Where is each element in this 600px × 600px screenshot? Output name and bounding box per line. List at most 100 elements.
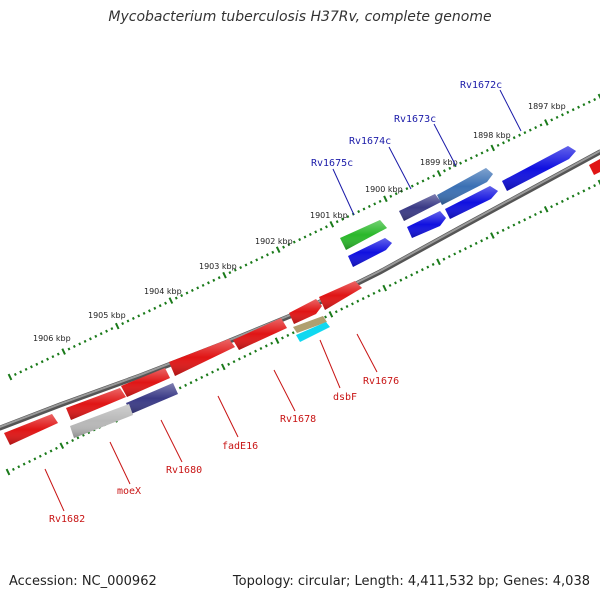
kbp-label: 1902 kbp: [255, 237, 293, 246]
feature-plus-1673c[interactable]: [437, 168, 493, 205]
minor-tick: [351, 302, 354, 306]
minor-tick: [314, 230, 318, 234]
feature-minus-1680[interactable]: [126, 383, 178, 414]
kbp-label: 1897 kbp: [528, 102, 566, 111]
minor-tick: [362, 207, 366, 211]
gene-label-rv1680[interactable]: Rv1680: [166, 465, 202, 476]
feature-plus-1675c[interactable]: [340, 220, 387, 250]
minor-tick: [539, 123, 543, 127]
major-tick: [383, 195, 388, 203]
major-tick: [436, 258, 441, 266]
gene-label-rv1682[interactable]: Rv1682: [49, 514, 85, 525]
minor-tick: [388, 283, 392, 287]
minor-tick: [550, 205, 553, 209]
feature-minus-dsbf-cyan[interactable]: [296, 322, 330, 342]
minor-tick: [447, 255, 451, 259]
major-tick: [328, 311, 334, 318]
minor-tick: [469, 244, 473, 248]
feature-plus-blue-c[interactable]: [348, 238, 392, 267]
leader-line: [319, 339, 341, 389]
minor-tick: [416, 182, 420, 186]
feature-plus-1674c[interactable]: [399, 194, 441, 221]
feature-plus-blue-b[interactable]: [407, 211, 446, 238]
minor-tick: [394, 192, 398, 196]
minor-tick: [496, 231, 500, 235]
feature-minus-1676[interactable]: [319, 281, 362, 310]
minor-tick: [28, 459, 31, 464]
gene-label-rv1675c[interactable]: Rv1675c: [311, 158, 353, 169]
major-tick: [275, 246, 281, 254]
minor-tick: [121, 322, 125, 326]
minor-tick: [71, 438, 75, 443]
minor-tick: [356, 299, 360, 303]
minor-tick: [19, 370, 23, 374]
minor-tick: [442, 257, 446, 261]
minor-tick: [40, 360, 44, 364]
feature-minus-1682[interactable]: [4, 414, 58, 445]
major-tick: [329, 220, 335, 228]
minor-tick: [420, 268, 424, 272]
minor-tick: [528, 128, 532, 132]
major-tick: [543, 205, 549, 213]
minor-tick: [405, 187, 409, 191]
feature-minus-fade16[interactable]: [169, 339, 235, 376]
minor-tick: [89, 337, 92, 341]
minor-tick: [259, 346, 263, 351]
minor-tick: [110, 327, 114, 331]
minor-tick: [78, 342, 82, 346]
minor-tick: [56, 352, 60, 356]
feature-plus-1672c[interactable]: [502, 146, 576, 191]
minor-tick: [260, 255, 264, 259]
minor-tick: [378, 199, 382, 203]
minor-tick: [582, 103, 586, 107]
gene-label-dsbf[interactable]: dsbF: [333, 392, 357, 403]
minor-tick: [426, 265, 430, 269]
gene-label-rv1672c[interactable]: Rv1672c: [460, 80, 502, 91]
minor-tick: [270, 341, 274, 345]
minor-tick: [561, 113, 564, 117]
feature-minus-dsbf-khaki[interactable]: [293, 316, 327, 333]
minor-tick: [539, 210, 543, 214]
minor-tick: [523, 218, 527, 222]
gene-label-rv1676[interactable]: Rv1676: [363, 376, 399, 387]
minor-tick: [35, 362, 39, 366]
minor-tick: [577, 191, 580, 196]
feature-plus-blue-a[interactable]: [445, 186, 498, 219]
gene-label-fade16[interactable]: fadE16: [222, 441, 258, 452]
major-tick: [59, 442, 65, 450]
minor-tick: [142, 311, 146, 315]
minor-tick: [292, 240, 296, 244]
feature-plus-edge[interactable]: [589, 159, 600, 175]
minor-tick: [394, 281, 397, 285]
feature-minus-moex[interactable]: [70, 404, 133, 438]
minor-tick: [72, 344, 76, 348]
minor-tick: [232, 360, 236, 364]
minor-tick: [474, 241, 478, 245]
minor-tick: [227, 362, 231, 366]
gene-label-moex[interactable]: moeX: [117, 486, 141, 497]
minor-tick: [184, 383, 188, 387]
feature-minus-red-small[interactable]: [289, 299, 322, 324]
leader-line: [217, 395, 239, 438]
minor-tick: [286, 333, 290, 337]
gene-label-rv1678[interactable]: Rv1678: [280, 414, 316, 425]
major-tick: [436, 170, 442, 177]
minor-tick: [148, 309, 151, 313]
minor-tick: [255, 258, 259, 262]
minor-tick: [361, 297, 365, 301]
minor-tick: [582, 189, 586, 193]
feature-minus-red-left[interactable]: [66, 388, 126, 420]
minor-tick: [239, 266, 243, 270]
gene-label-rv1674c[interactable]: Rv1674c: [349, 136, 391, 147]
kbp-label: 1903 kbp: [199, 262, 237, 271]
minor-tick: [593, 184, 597, 188]
gene-label-rv1673c[interactable]: Rv1673c: [394, 114, 436, 125]
feature-minus-1678[interactable]: [233, 318, 287, 350]
kbp-label: 1899 kbp: [420, 158, 458, 167]
feature-minus-red-mid[interactable]: [121, 368, 170, 397]
minor-tick: [308, 232, 312, 236]
kbp-label: 1904 kbp: [144, 287, 182, 296]
major-tick: [490, 232, 495, 239]
minor-tick: [421, 179, 425, 183]
